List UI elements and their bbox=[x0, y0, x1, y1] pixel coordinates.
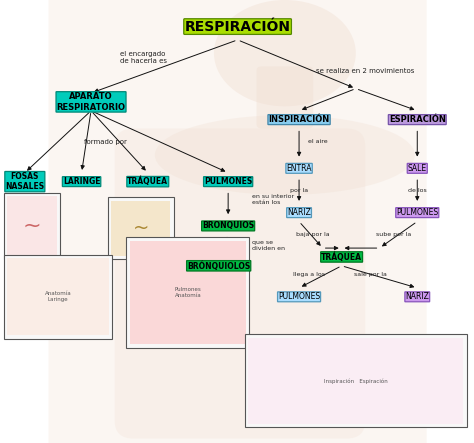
FancyBboxPatch shape bbox=[245, 334, 467, 427]
Text: PULMONES: PULMONES bbox=[278, 292, 320, 301]
FancyBboxPatch shape bbox=[248, 338, 463, 424]
FancyBboxPatch shape bbox=[127, 237, 249, 348]
Text: ~: ~ bbox=[23, 216, 41, 236]
Text: baja por la: baja por la bbox=[296, 232, 330, 237]
FancyBboxPatch shape bbox=[48, 0, 427, 443]
Text: PULMONES: PULMONES bbox=[396, 208, 438, 217]
Text: formado por: formado por bbox=[84, 139, 127, 145]
Text: BRÓNQUIOLOS: BRÓNQUIOLOS bbox=[187, 261, 250, 271]
Text: PULMONES: PULMONES bbox=[204, 177, 252, 186]
Text: LARINGE: LARINGE bbox=[63, 177, 100, 186]
Text: TRÁQUEA: TRÁQUEA bbox=[127, 177, 168, 187]
Text: de los: de los bbox=[408, 188, 427, 193]
Text: se realiza en 2 movimientos: se realiza en 2 movimientos bbox=[316, 68, 414, 74]
FancyBboxPatch shape bbox=[7, 196, 56, 256]
Text: por la: por la bbox=[290, 188, 308, 193]
Text: Inspiración   Espiración: Inspiración Espiración bbox=[324, 378, 388, 384]
Text: el aire: el aire bbox=[308, 139, 328, 144]
Text: RESPIRACIÓN: RESPIRACIÓN bbox=[184, 19, 291, 34]
Text: INSPIRACIÓN: INSPIRACIÓN bbox=[268, 115, 330, 124]
FancyBboxPatch shape bbox=[7, 258, 109, 335]
Text: en su interior
están los: en su interior están los bbox=[252, 194, 294, 205]
Text: ~: ~ bbox=[133, 219, 149, 237]
Text: SALE: SALE bbox=[408, 164, 427, 173]
Text: sale por la: sale por la bbox=[354, 272, 386, 277]
Text: llega a los: llega a los bbox=[292, 272, 325, 277]
Text: ENTRA: ENTRA bbox=[286, 164, 312, 173]
Text: Anatomía
Laringe: Anatomía Laringe bbox=[45, 291, 71, 302]
Ellipse shape bbox=[214, 0, 356, 106]
Text: BRONQUIOS: BRONQUIOS bbox=[202, 222, 254, 230]
Text: NARIZ: NARIZ bbox=[405, 292, 429, 301]
Text: que se
dividen en: que se dividen en bbox=[252, 241, 285, 251]
FancyBboxPatch shape bbox=[108, 197, 174, 259]
FancyBboxPatch shape bbox=[111, 201, 170, 256]
FancyBboxPatch shape bbox=[256, 66, 313, 128]
Text: TRÁQUEA: TRÁQUEA bbox=[321, 252, 362, 262]
Text: sube por la: sube por la bbox=[376, 232, 411, 237]
FancyBboxPatch shape bbox=[4, 255, 112, 339]
Text: Pulmones
Anatomía: Pulmones Anatomía bbox=[174, 287, 201, 298]
Text: ESPIRACIÓN: ESPIRACIÓN bbox=[389, 115, 446, 124]
Text: FOSAS
NASALES: FOSAS NASALES bbox=[5, 172, 45, 191]
FancyBboxPatch shape bbox=[130, 241, 246, 344]
FancyBboxPatch shape bbox=[115, 128, 365, 439]
Text: el encargado
de hacerla es: el encargado de hacerla es bbox=[119, 51, 166, 64]
FancyBboxPatch shape bbox=[4, 193, 60, 259]
Text: NARIZ: NARIZ bbox=[287, 208, 311, 217]
Ellipse shape bbox=[155, 115, 415, 195]
Text: APARATO
RESPIRATORIO: APARATO RESPIRATORIO bbox=[56, 92, 126, 112]
